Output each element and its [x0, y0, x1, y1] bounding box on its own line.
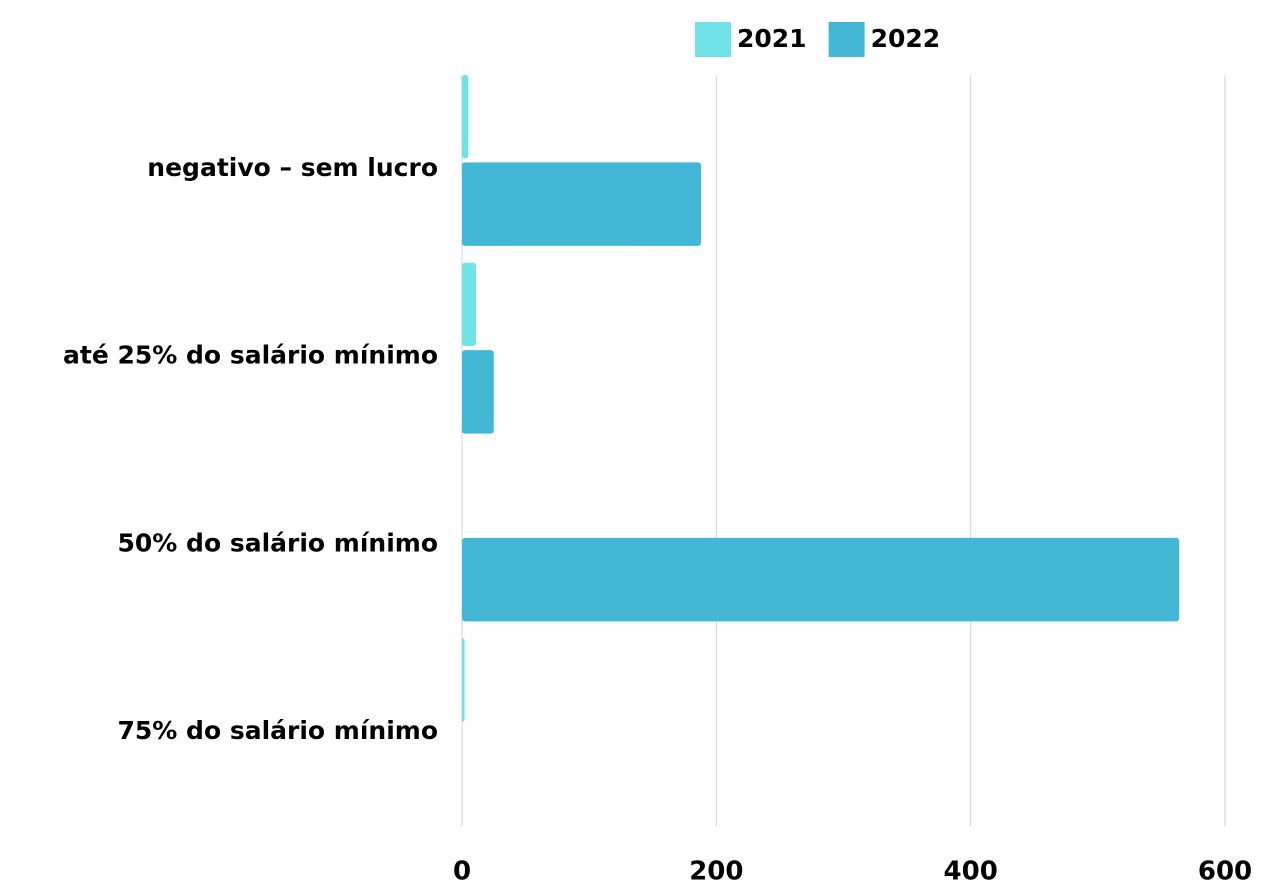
x-tick-label: 200 [689, 857, 743, 886]
bar [462, 350, 494, 434]
x-tick-label: 0 [453, 857, 471, 886]
y-tick-label: 50% do salário mínimo [118, 528, 439, 557]
bar [462, 537, 1180, 622]
bar [462, 162, 702, 246]
bar [462, 75, 469, 159]
bar [462, 638, 465, 722]
y-tick-label: negativo – sem lucro [147, 153, 438, 182]
legend-swatch [828, 22, 865, 57]
x-tick-label: 400 [944, 857, 998, 886]
legend-label: 2022 [871, 24, 941, 53]
y-tick-label: até 25% do salário mínimo [63, 341, 438, 370]
y-tick-label: 75% do salário mínimo [118, 716, 439, 745]
bar [462, 262, 476, 347]
legend-label: 2021 [737, 24, 807, 53]
legend-swatch [695, 22, 731, 57]
x-tick-label: 600 [1198, 857, 1252, 886]
